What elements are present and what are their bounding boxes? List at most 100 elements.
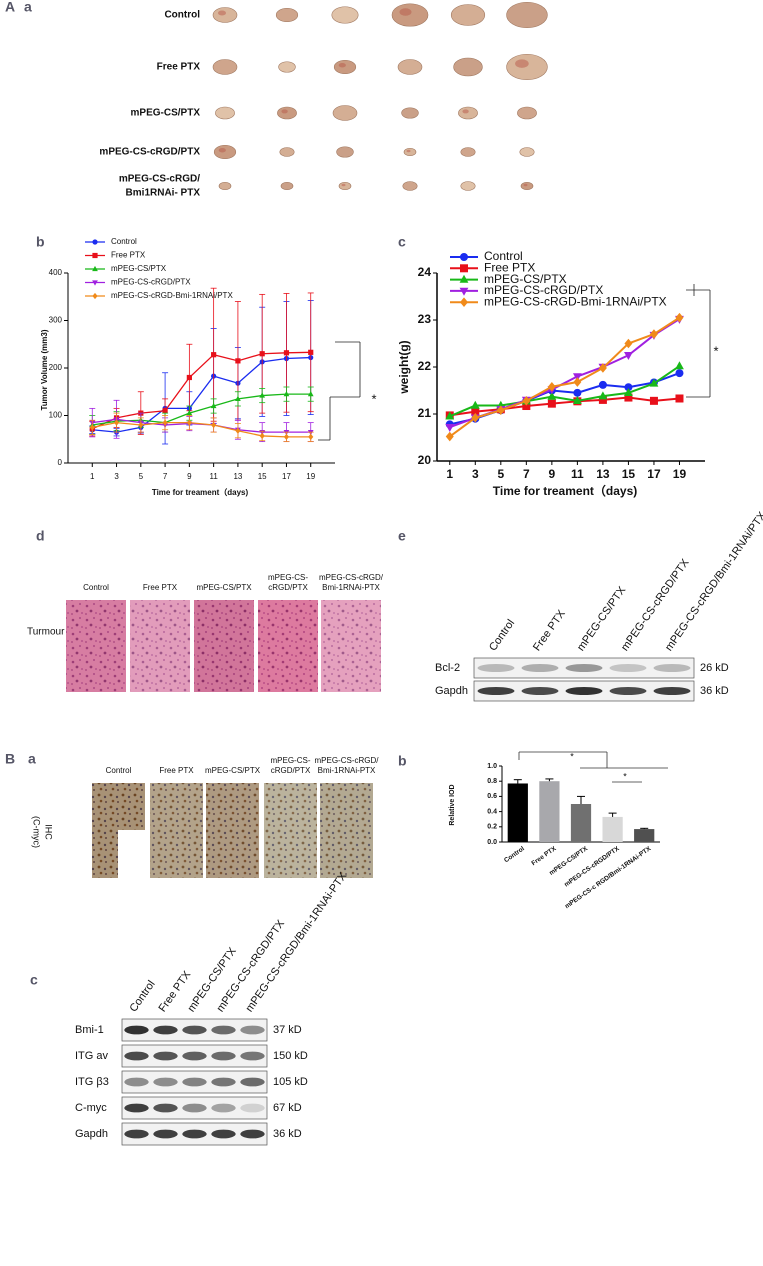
blot-band xyxy=(211,1025,236,1035)
marker xyxy=(445,423,455,432)
y-tick-label: 400 xyxy=(49,268,63,277)
legend-label: Free PTX xyxy=(111,251,146,260)
column-label: mPEG-CS-cRGD/ xyxy=(319,573,384,582)
tissue-image xyxy=(206,783,259,878)
tumor-photo xyxy=(453,57,483,77)
x-tick-label: 17 xyxy=(647,467,661,481)
error-bar xyxy=(608,812,617,817)
legend-label: mPEG-CS-cRGD-Bmi-1RNAi/PTX xyxy=(111,291,233,300)
tumor-photo xyxy=(338,181,352,191)
tumor-photo xyxy=(212,59,238,75)
marker xyxy=(259,432,265,440)
blot-band xyxy=(609,664,647,672)
legend-label: mPEG-CS-cRGD/PTX xyxy=(484,283,603,297)
marker xyxy=(624,393,633,402)
column-label: Control xyxy=(106,766,132,775)
y-tick-label: 0.8 xyxy=(487,778,497,785)
tumor-photo xyxy=(458,106,478,120)
marker xyxy=(283,391,290,397)
legend-label: mPEG-CS-cRGD/PTX xyxy=(111,278,191,287)
series-line xyxy=(449,365,681,418)
marker xyxy=(572,373,582,382)
row-label: mPEG-CS-cRGD/PTX xyxy=(99,147,200,158)
y-tick-label: 200 xyxy=(49,363,63,372)
legend-marker xyxy=(92,292,98,300)
panel-label: a xyxy=(28,751,36,767)
legend-marker xyxy=(460,297,468,307)
y-axis-label: Tumor Volume (mm3) xyxy=(40,329,49,410)
blot-strip xyxy=(473,657,695,679)
legend-marker xyxy=(459,274,469,283)
panel-label: b xyxy=(398,753,407,769)
column-label: mPEG-CS/PTX xyxy=(205,766,261,775)
panel-label: a xyxy=(24,0,32,15)
marker xyxy=(547,399,556,408)
annotation: * xyxy=(623,771,627,781)
row-label: Control xyxy=(164,10,200,21)
marker xyxy=(471,407,480,416)
column-label: mPEG-CS/PTX xyxy=(196,583,252,592)
y-tick-label: 23 xyxy=(418,312,432,326)
legend-marker xyxy=(460,264,468,273)
blot-band xyxy=(240,1129,265,1139)
y-tick-label: 300 xyxy=(49,316,63,325)
x-tick-label: 19 xyxy=(306,472,315,481)
legend-marker xyxy=(92,265,98,272)
marker xyxy=(138,421,144,429)
tumor-photo xyxy=(278,61,296,73)
blot-band xyxy=(477,664,515,672)
column-label: cRGD/PTX xyxy=(268,583,308,592)
x-tick-label: Free PTX xyxy=(530,845,558,867)
tumor-photo xyxy=(336,146,354,158)
marker xyxy=(210,402,217,409)
marker xyxy=(675,394,684,403)
tumor-photo xyxy=(215,106,235,120)
marker xyxy=(522,402,531,411)
marker xyxy=(573,377,582,387)
x-tick-label: 5 xyxy=(497,467,504,481)
tumor-photo-highlight xyxy=(462,109,469,114)
blot-band xyxy=(211,1103,236,1113)
tissue-tint xyxy=(66,600,126,692)
tumor-photo-highlight xyxy=(338,62,346,68)
blot-band xyxy=(477,687,515,695)
marker xyxy=(259,351,265,357)
marker xyxy=(235,358,241,364)
marker xyxy=(470,400,480,409)
tumor-photo-highlight xyxy=(218,147,226,153)
tumor-photo xyxy=(333,59,357,75)
legend-marker xyxy=(92,252,98,259)
legend-label: mPEG-CS/PTX xyxy=(484,272,567,286)
marker xyxy=(675,361,684,370)
protein-label: ITG β3 xyxy=(75,1076,109,1088)
blot-band xyxy=(182,1077,207,1087)
marker xyxy=(113,419,120,426)
x-tick-label: Control xyxy=(503,845,526,864)
legend-label: mPEG-CS/PTX xyxy=(111,264,167,273)
blot-band xyxy=(153,1103,178,1113)
marker xyxy=(283,350,290,356)
tissue-tint xyxy=(194,600,254,692)
tissue-tint xyxy=(320,783,373,878)
blot-band xyxy=(609,687,647,695)
x-tick-label: 1 xyxy=(90,472,95,481)
blot-band xyxy=(240,1077,265,1087)
blot-band xyxy=(211,1051,236,1061)
lane-label: Control xyxy=(487,617,517,653)
marker xyxy=(624,338,633,349)
tumor-photo xyxy=(520,181,534,191)
marker xyxy=(186,410,193,416)
lane-label: Control xyxy=(128,978,158,1014)
blot-band xyxy=(124,1051,149,1061)
marker xyxy=(572,396,582,405)
tissue-tint xyxy=(206,783,259,878)
panel-label: b xyxy=(36,234,45,250)
blot-band xyxy=(153,1051,178,1061)
blot-band xyxy=(182,1129,207,1139)
series-line xyxy=(92,421,311,438)
y-tick-label: 0 xyxy=(58,458,63,467)
marker xyxy=(624,388,633,397)
column-label: mPEG-CS- xyxy=(271,756,311,765)
marker xyxy=(675,312,684,323)
column-label: mPEG-CS- xyxy=(268,573,308,582)
